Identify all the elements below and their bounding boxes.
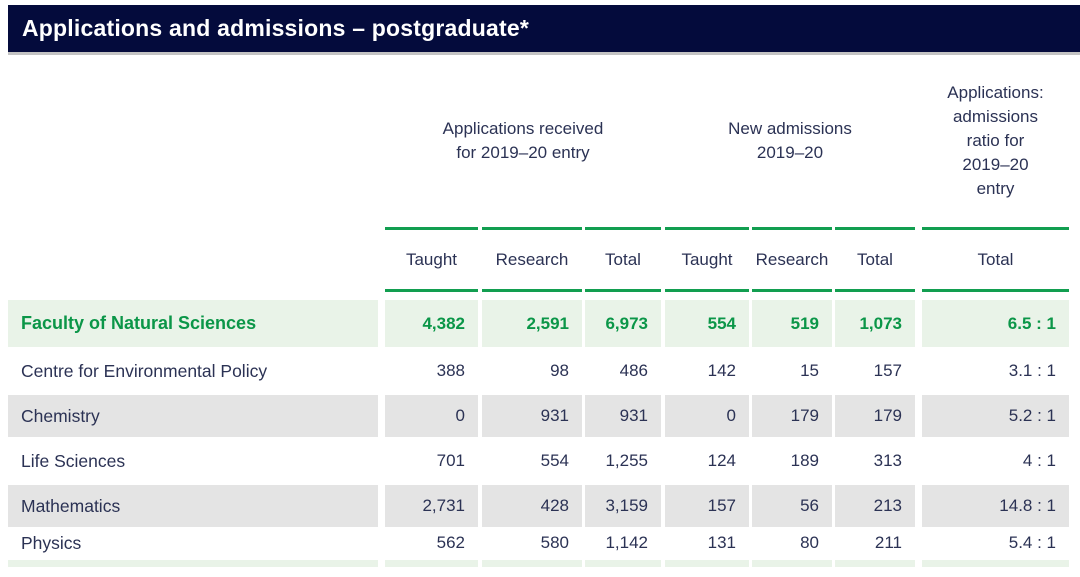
cell-applications-research: 2,591 bbox=[482, 300, 582, 347]
row-label: Mathematics bbox=[8, 485, 378, 527]
partial-cell bbox=[752, 560, 832, 567]
cell-admissions-research: 519 bbox=[752, 300, 832, 347]
rule-segment bbox=[482, 289, 582, 292]
cell-applications-research: 580 bbox=[540, 533, 569, 552]
partial-cell bbox=[665, 560, 749, 567]
column-header-taught-admissions: Taught bbox=[681, 249, 733, 269]
column-header-total-admissions: Total bbox=[857, 249, 893, 269]
cell-applications-total: 1,142 bbox=[605, 533, 648, 552]
column-header-total-applications: Total bbox=[605, 249, 641, 269]
rule-segment bbox=[585, 289, 661, 292]
cell-admissions-total: 313 bbox=[873, 451, 902, 470]
column-header-research-admissions: Research bbox=[755, 249, 829, 269]
cell-admissions-taught: 0 bbox=[665, 395, 749, 437]
cell-admissions-taught: 554 bbox=[665, 300, 749, 347]
cell-admissions-taught: 157 bbox=[665, 485, 749, 527]
partial-cell bbox=[482, 560, 582, 567]
cell-ratio-total: 5.4 : 1 bbox=[1008, 533, 1056, 552]
rule-segment bbox=[665, 227, 749, 230]
rule-segment bbox=[585, 227, 661, 230]
cell-admissions-research: 189 bbox=[790, 451, 819, 470]
cell-admissions-total: 179 bbox=[835, 395, 915, 437]
column-header-taught-applications: Taught bbox=[405, 249, 458, 269]
table-row-physics: Physics 562 580 1,142 131 80 211 5.4 : 1 bbox=[8, 530, 1069, 556]
group-header-new-admissions: New admissions 2019–20 bbox=[728, 118, 852, 162]
row-label: Chemistry bbox=[8, 395, 378, 437]
column-header-row: Taught Research Total Taught Research To… bbox=[8, 230, 1069, 289]
rule-segment bbox=[665, 289, 749, 292]
partial-next-row bbox=[8, 560, 1069, 567]
rule-segment bbox=[385, 289, 478, 292]
rule-segment bbox=[752, 227, 832, 230]
partial-cell bbox=[8, 560, 378, 567]
group-header-spacer bbox=[8, 55, 378, 227]
table-row-mathematics: Mathematics 2,731 428 3,159 157 56 213 1… bbox=[8, 485, 1069, 527]
partial-cell bbox=[922, 560, 1069, 567]
cell-admissions-taught: 124 bbox=[707, 451, 736, 470]
cell-ratio-total: 5.2 : 1 bbox=[922, 395, 1069, 437]
cell-applications-research: 931 bbox=[482, 395, 582, 437]
cell-applications-total: 1,255 bbox=[605, 451, 648, 470]
cell-applications-taught: 701 bbox=[436, 451, 465, 470]
partial-cell bbox=[835, 560, 915, 567]
cell-applications-taught: 388 bbox=[436, 361, 465, 380]
group-underline-row bbox=[8, 227, 1069, 230]
rule-segment bbox=[482, 227, 582, 230]
rule-segment bbox=[385, 227, 478, 230]
cell-ratio-total: 14.8 : 1 bbox=[922, 485, 1069, 527]
rule-segment bbox=[922, 289, 1069, 292]
cell-applications-total: 931 bbox=[585, 395, 661, 437]
group-header-row: Applications received for 2019–20 entry … bbox=[8, 55, 1069, 227]
cell-ratio-total: 4 : 1 bbox=[1022, 451, 1056, 470]
column-header-research-applications: Research bbox=[495, 249, 569, 269]
cell-applications-research: 554 bbox=[540, 451, 569, 470]
title-bar: Applications and admissions – postgradua… bbox=[8, 5, 1080, 55]
table-row-chemistry: Chemistry 0 931 931 0 179 179 5.2 : 1 bbox=[8, 395, 1069, 437]
page-title: Applications and admissions – postgradua… bbox=[22, 15, 530, 41]
table-row-faculty-of-natural-sciences: Faculty of Natural Sciences 4,382 2,591 … bbox=[8, 300, 1069, 347]
cell-applications-total: 3,159 bbox=[585, 485, 661, 527]
column-underline-row bbox=[8, 289, 1069, 292]
cell-admissions-total: 213 bbox=[835, 485, 915, 527]
cell-admissions-taught: 142 bbox=[707, 361, 736, 380]
cell-admissions-total: 157 bbox=[873, 361, 902, 380]
row-label: Life Sciences bbox=[21, 450, 126, 471]
cell-admissions-research: 15 bbox=[800, 361, 819, 380]
rule-segment bbox=[922, 227, 1069, 230]
cell-admissions-total: 1,073 bbox=[835, 300, 915, 347]
cell-applications-research: 98 bbox=[550, 361, 569, 380]
cell-applications-total: 486 bbox=[619, 361, 648, 380]
rule-spacer bbox=[8, 289, 378, 292]
partial-cell bbox=[585, 560, 661, 567]
group-header-ratio: Applications: admissions ratio for 2019–… bbox=[947, 82, 1044, 199]
cell-applications-total: 6,973 bbox=[585, 300, 661, 347]
rule-segment bbox=[835, 227, 915, 230]
group-header-applications-received: Applications received for 2019–20 entry bbox=[442, 118, 604, 162]
row-label: Faculty of Natural Sciences bbox=[8, 300, 378, 347]
table-row-life-sciences: Life Sciences 701 554 1,255 124 189 313 … bbox=[8, 440, 1069, 482]
cell-admissions-research: 80 bbox=[800, 533, 819, 552]
partial-cell bbox=[385, 560, 478, 567]
cell-applications-taught: 0 bbox=[385, 395, 478, 437]
cell-admissions-research: 56 bbox=[752, 485, 832, 527]
cell-applications-taught: 2,731 bbox=[385, 485, 478, 527]
cell-admissions-total: 211 bbox=[874, 533, 902, 552]
rule-segment bbox=[752, 289, 832, 292]
column-header-spacer bbox=[8, 230, 378, 289]
row-label: Physics bbox=[21, 532, 82, 553]
cell-applications-taught: 4,382 bbox=[385, 300, 478, 347]
rule-segment bbox=[835, 289, 915, 292]
cell-admissions-taught: 131 bbox=[707, 533, 736, 552]
admissions-table: Applications received for 2019–20 entry … bbox=[8, 55, 1069, 567]
cell-ratio-total: 3.1 : 1 bbox=[1008, 361, 1056, 380]
table-row-centre-for-environmental-policy: Centre for Environmental Policy 388 98 4… bbox=[8, 350, 1069, 392]
cell-admissions-research: 179 bbox=[752, 395, 832, 437]
cell-applications-research: 428 bbox=[482, 485, 582, 527]
cell-applications-taught: 562 bbox=[436, 533, 465, 552]
cell-ratio-total: 6.5 : 1 bbox=[922, 300, 1069, 347]
row-label: Centre for Environmental Policy bbox=[21, 360, 268, 381]
column-header-total-ratio: Total bbox=[977, 249, 1014, 269]
table-body: Faculty of Natural Sciences 4,382 2,591 … bbox=[8, 300, 1069, 567]
